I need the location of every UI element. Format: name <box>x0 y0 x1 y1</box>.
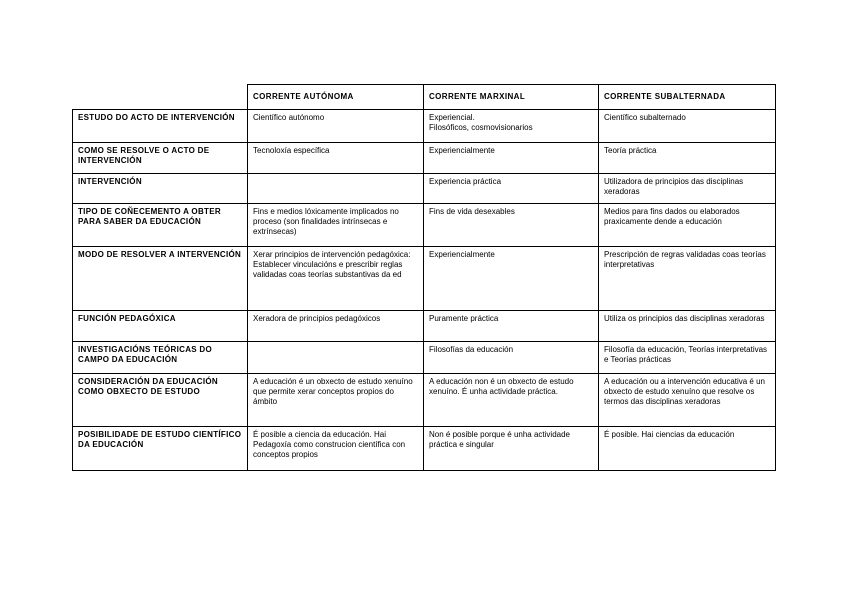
data-cell: Científico autónomo <box>247 109 424 143</box>
row-header-cell: POSIBILIDADE DE ESTUDO CIENTÍFICO DA EDU… <box>72 426 248 471</box>
table-row: ESTUDO DO ACTO DE INTERVENCIÓN Científic… <box>72 109 776 143</box>
data-cell: Experiencial. Filosóficos, cosmovisionar… <box>423 109 599 143</box>
row-header-cell: COMO SE RESOLVE O ACTO DE INTERVENCIÓN <box>72 142 248 174</box>
data-cell: Tecnoloxía específica <box>247 142 424 174</box>
data-cell: Experiencia práctica <box>423 173 599 204</box>
data-cell: A educación é un obxecto de estudo xenuí… <box>247 373 424 427</box>
data-cell: Medios para fins dados ou elaborados pra… <box>598 203 776 247</box>
data-cell: Teoría práctica <box>598 142 776 174</box>
data-cell: É posible. Hai ciencias da educación <box>598 426 776 471</box>
data-cell: Fins de vida desexables <box>423 203 599 247</box>
data-cell: É posible a ciencia da educación. Hai Pe… <box>247 426 424 471</box>
column-header-row: CORRENTE AUTÓNOMA CORRENTE MARXINAL CORR… <box>73 84 776 110</box>
row-header-cell: MODO DE RESOLVER A INTERVENCIÓN <box>72 246 248 311</box>
table-row: POSIBILIDADE DE ESTUDO CIENTÍFICO DA EDU… <box>72 426 776 471</box>
data-cell: Científico subalternado <box>598 109 776 143</box>
data-cell: A educación ou a intervención educativa … <box>598 373 776 427</box>
data-cell: Xeradora de principios pedagóxicos <box>247 310 424 342</box>
data-cell <box>247 173 424 204</box>
row-header-cell: TIPO DE COÑECEMENTO A OBTER PARA SABER D… <box>72 203 248 247</box>
table-row: INTERVENCIÓN Experiencia práctica Utiliz… <box>72 173 776 204</box>
table-row: TIPO DE COÑECEMENTO A OBTER PARA SABER D… <box>72 203 776 247</box>
data-cell: Prescripción de regras validadas coas te… <box>598 246 776 311</box>
data-cell: A educación non é un obxecto de estudo x… <box>423 373 599 427</box>
table-row: COMO SE RESOLVE O ACTO DE INTERVENCIÓN T… <box>72 142 776 174</box>
column-header-corrente-autonoma: CORRENTE AUTÓNOMA <box>247 84 424 110</box>
data-cell: Filosofías da educación <box>423 341 599 374</box>
data-cell: Non é posible porque é unha actividade p… <box>423 426 599 471</box>
column-header-corrente-subalternada: CORRENTE SUBALTERNADA <box>598 84 776 110</box>
data-cell: Filosofía da educación, Teorías interpre… <box>598 341 776 374</box>
row-header-cell: FUNCIÓN PEDAGÓXICA <box>72 310 248 342</box>
data-cell: Experiencialmente <box>423 142 599 174</box>
data-cell: Puramente práctica <box>423 310 599 342</box>
data-cell <box>247 341 424 374</box>
row-header-cell: INVESTIGACIÓNS TEÓRICAS DO CAMPO DA EDUC… <box>72 341 248 374</box>
data-cell: Experiencialmente <box>423 246 599 311</box>
data-cell: Utiliza os principios das disciplinas xe… <box>598 310 776 342</box>
table-row: FUNCIÓN PEDAGÓXICA Xeradora de principio… <box>72 310 776 342</box>
row-header-cell: CONSIDERACIÓN DA EDUCACIÓN COMO OBXECTO … <box>72 373 248 427</box>
empty-corner-cell <box>73 85 248 110</box>
row-header-cell: INTERVENCIÓN <box>72 173 248 204</box>
row-header-cell: ESTUDO DO ACTO DE INTERVENCIÓN <box>72 109 248 143</box>
comparison-table: CORRENTE AUTÓNOMA CORRENTE MARXINAL CORR… <box>72 84 776 471</box>
data-cell: Xerar principios de intervención pedagóx… <box>247 246 424 311</box>
data-cell: Fins e medios lóxicamente implicados no … <box>247 203 424 247</box>
column-header-corrente-marxinal: CORRENTE MARXINAL <box>423 84 599 110</box>
table-row: MODO DE RESOLVER A INTERVENCIÓN Xerar pr… <box>72 246 776 311</box>
table-row: INVESTIGACIÓNS TEÓRICAS DO CAMPO DA EDUC… <box>72 341 776 374</box>
table-row: CONSIDERACIÓN DA EDUCACIÓN COMO OBXECTO … <box>72 373 776 427</box>
data-cell: Utilizadora de principios das disciplina… <box>598 173 776 204</box>
